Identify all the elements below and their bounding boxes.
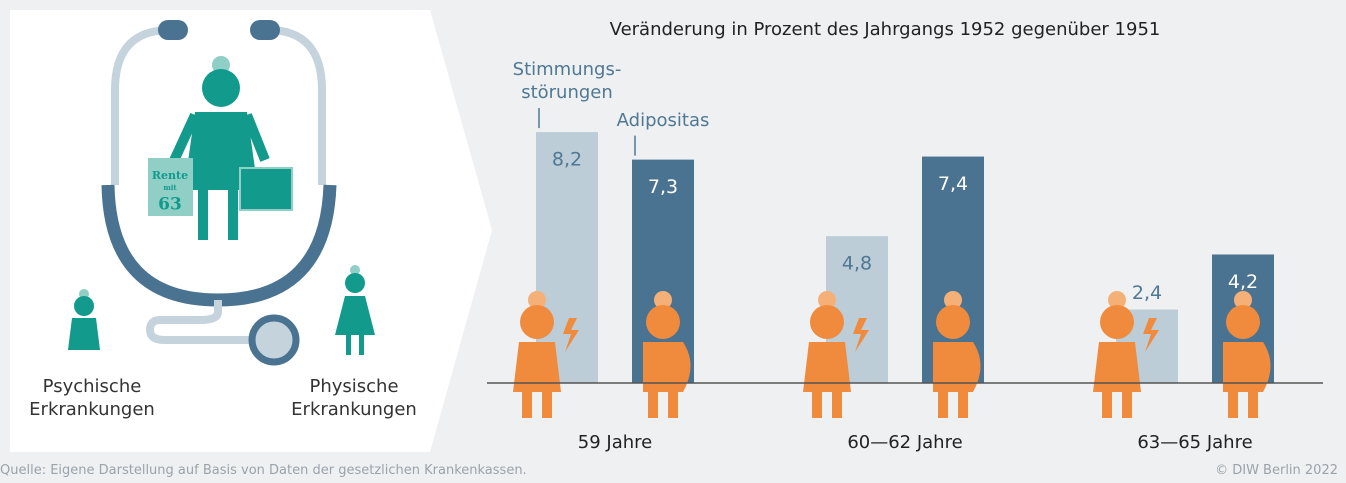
icon-part: [936, 305, 970, 339]
icon-part: [818, 291, 836, 309]
icon-part: [1100, 305, 1134, 339]
value-label: 4,8: [842, 253, 872, 275]
source: Quelle: Eigene Darstellung auf Basis von…: [0, 463, 527, 478]
person-icon: [803, 291, 869, 418]
sign-text: mit: [163, 183, 177, 192]
legend-label: Adipositas: [616, 109, 710, 131]
sign-text: 63: [158, 195, 182, 215]
x-tick-label: 59 Jahre: [578, 432, 652, 453]
illustration-panel: [10, 10, 492, 452]
lightning: [1143, 318, 1159, 352]
legend-label: Stimmungs- störungen: [512, 59, 622, 104]
value-label: 7,4: [938, 173, 968, 195]
value-label: 2,4: [1132, 282, 1162, 304]
sign-text: Rente: [152, 169, 188, 182]
icon-part: [933, 342, 981, 392]
icon-part: [1102, 392, 1112, 418]
icon-part: [643, 342, 691, 392]
icon-part: [668, 392, 678, 418]
icon-part: [1223, 342, 1271, 392]
x-tick-label: 60—62 Jahre: [847, 432, 962, 453]
icon-part: [803, 342, 851, 392]
icon-part: [648, 392, 658, 418]
icon-part: [520, 305, 554, 339]
icon-part: [1226, 305, 1260, 339]
icon-part: [938, 392, 948, 418]
icon-part: [1108, 291, 1126, 309]
woman-icon: [148, 56, 293, 240]
lightning: [853, 318, 869, 352]
value-label: 8,2: [552, 149, 582, 171]
icon-part: [1122, 392, 1132, 418]
icon-part: [1248, 392, 1258, 418]
copyright: © DIW Berlin 2022: [1215, 463, 1338, 478]
value-label: 7,3: [648, 176, 678, 198]
person-icon: [513, 291, 579, 418]
right-label: Physische Erkrankungen: [291, 376, 417, 420]
icon-part: [1228, 392, 1238, 418]
person-icon: [933, 291, 981, 418]
icon-part: [832, 392, 842, 418]
icon-part: [1093, 342, 1141, 392]
icon-part: [944, 291, 962, 309]
icon-part: [654, 291, 672, 309]
x-tick-label: 63—65 Jahre: [1137, 432, 1252, 453]
lightning: [563, 318, 579, 352]
icon-part: [542, 392, 552, 418]
icon-part: [958, 392, 968, 418]
icon-part: [1234, 291, 1252, 309]
icon-part: [522, 392, 532, 418]
small-icons: [68, 265, 375, 355]
person-icon: [1093, 291, 1159, 418]
value-label: 4,2: [1228, 271, 1258, 293]
bar: [536, 132, 598, 383]
icon-part: [810, 305, 844, 339]
icon-part: [513, 342, 561, 392]
icon-part: [528, 291, 546, 309]
icon-part: [812, 392, 822, 418]
icon-part: [646, 305, 680, 339]
stethoscope: [101, 20, 337, 366]
chart-title: Veränderung in Prozent des Jahrgangs 195…: [610, 19, 1161, 40]
person-icon: [643, 291, 691, 418]
person-icon: [1223, 291, 1271, 418]
left-label: Psychische Erkrankungen: [29, 376, 155, 420]
